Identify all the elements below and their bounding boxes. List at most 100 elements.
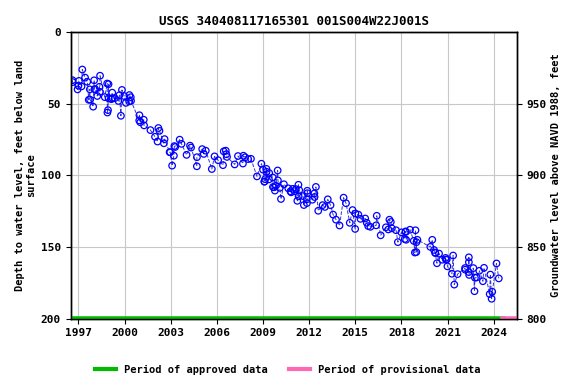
Point [331, 217, 340, 223]
Point [81, 74, 90, 81]
Point [401, 229, 410, 235]
Point [210, 153, 219, 159]
Point [124, 98, 134, 104]
Point [494, 275, 503, 281]
Point [230, 161, 239, 167]
Point [126, 98, 135, 104]
Point [100, 94, 109, 100]
Point [170, 143, 179, 149]
Point [85, 97, 94, 103]
Point [290, 188, 299, 194]
Point [90, 86, 99, 92]
Point [441, 255, 450, 261]
Point [103, 109, 112, 116]
Point [276, 196, 286, 202]
Point [431, 250, 440, 256]
Point [464, 254, 473, 260]
Point [311, 184, 320, 190]
Point [314, 208, 323, 214]
Point [271, 183, 281, 189]
Point [198, 146, 207, 152]
Point [464, 269, 473, 275]
Point [438, 257, 447, 263]
Point [479, 265, 488, 271]
Point [412, 249, 421, 255]
Point [442, 257, 452, 263]
Point [103, 107, 112, 113]
Point [320, 204, 329, 210]
Point [372, 213, 381, 219]
Point [268, 174, 278, 180]
Point [335, 222, 344, 228]
Point [139, 122, 149, 129]
Point [488, 289, 497, 295]
Point [85, 86, 94, 93]
Point [74, 83, 83, 89]
Point [381, 224, 391, 230]
Point [460, 265, 469, 271]
Point [154, 125, 163, 131]
Point [135, 118, 144, 124]
Point [260, 179, 269, 185]
Point [393, 239, 403, 245]
Y-axis label: Depth to water level, feet below land
surface: Depth to water level, feet below land su… [15, 60, 37, 291]
Point [115, 92, 124, 98]
Point [252, 173, 262, 179]
Point [201, 147, 210, 154]
Point [103, 80, 112, 86]
Point [95, 84, 104, 90]
Point [461, 266, 470, 273]
Legend: Period of approved data, Period of provisional data: Period of approved data, Period of provi… [91, 361, 485, 379]
Point [487, 296, 497, 302]
Point [166, 149, 175, 156]
Point [207, 166, 217, 172]
Point [275, 185, 285, 191]
Title: USGS 340408117165301 001S004W22J001S: USGS 340408117165301 001S004W22J001S [159, 15, 429, 28]
Point [262, 169, 271, 175]
Point [339, 195, 348, 201]
Point [450, 281, 459, 288]
Point [68, 79, 77, 85]
Point [268, 184, 278, 190]
Point [260, 179, 269, 185]
Point [192, 163, 202, 169]
Point [434, 250, 444, 257]
Point [328, 212, 338, 218]
Point [155, 128, 164, 134]
Point [199, 151, 209, 157]
Point [472, 275, 481, 281]
Point [366, 224, 375, 230]
Point [219, 148, 228, 154]
Point [182, 152, 191, 158]
Point [135, 112, 144, 118]
Point [303, 190, 312, 196]
Point [136, 119, 145, 125]
Point [270, 187, 279, 194]
Point [150, 134, 160, 140]
Point [426, 244, 435, 250]
Point [120, 93, 129, 99]
Point [413, 237, 422, 243]
Point [286, 188, 295, 194]
Point [323, 196, 332, 202]
Point [409, 238, 418, 244]
Point [82, 79, 92, 85]
Point [310, 194, 319, 200]
Point [443, 263, 452, 270]
Point [108, 95, 117, 101]
Point [146, 127, 155, 133]
Point [387, 225, 396, 232]
Point [427, 237, 437, 243]
Point [177, 141, 186, 147]
Point [293, 198, 302, 204]
Point [116, 113, 126, 119]
Point [448, 271, 457, 277]
Point [486, 271, 495, 278]
Point [185, 142, 195, 149]
Point [362, 220, 372, 226]
Point [348, 207, 357, 213]
Point [412, 239, 421, 245]
Point [385, 217, 394, 223]
Point [214, 157, 223, 163]
Point [107, 96, 116, 102]
